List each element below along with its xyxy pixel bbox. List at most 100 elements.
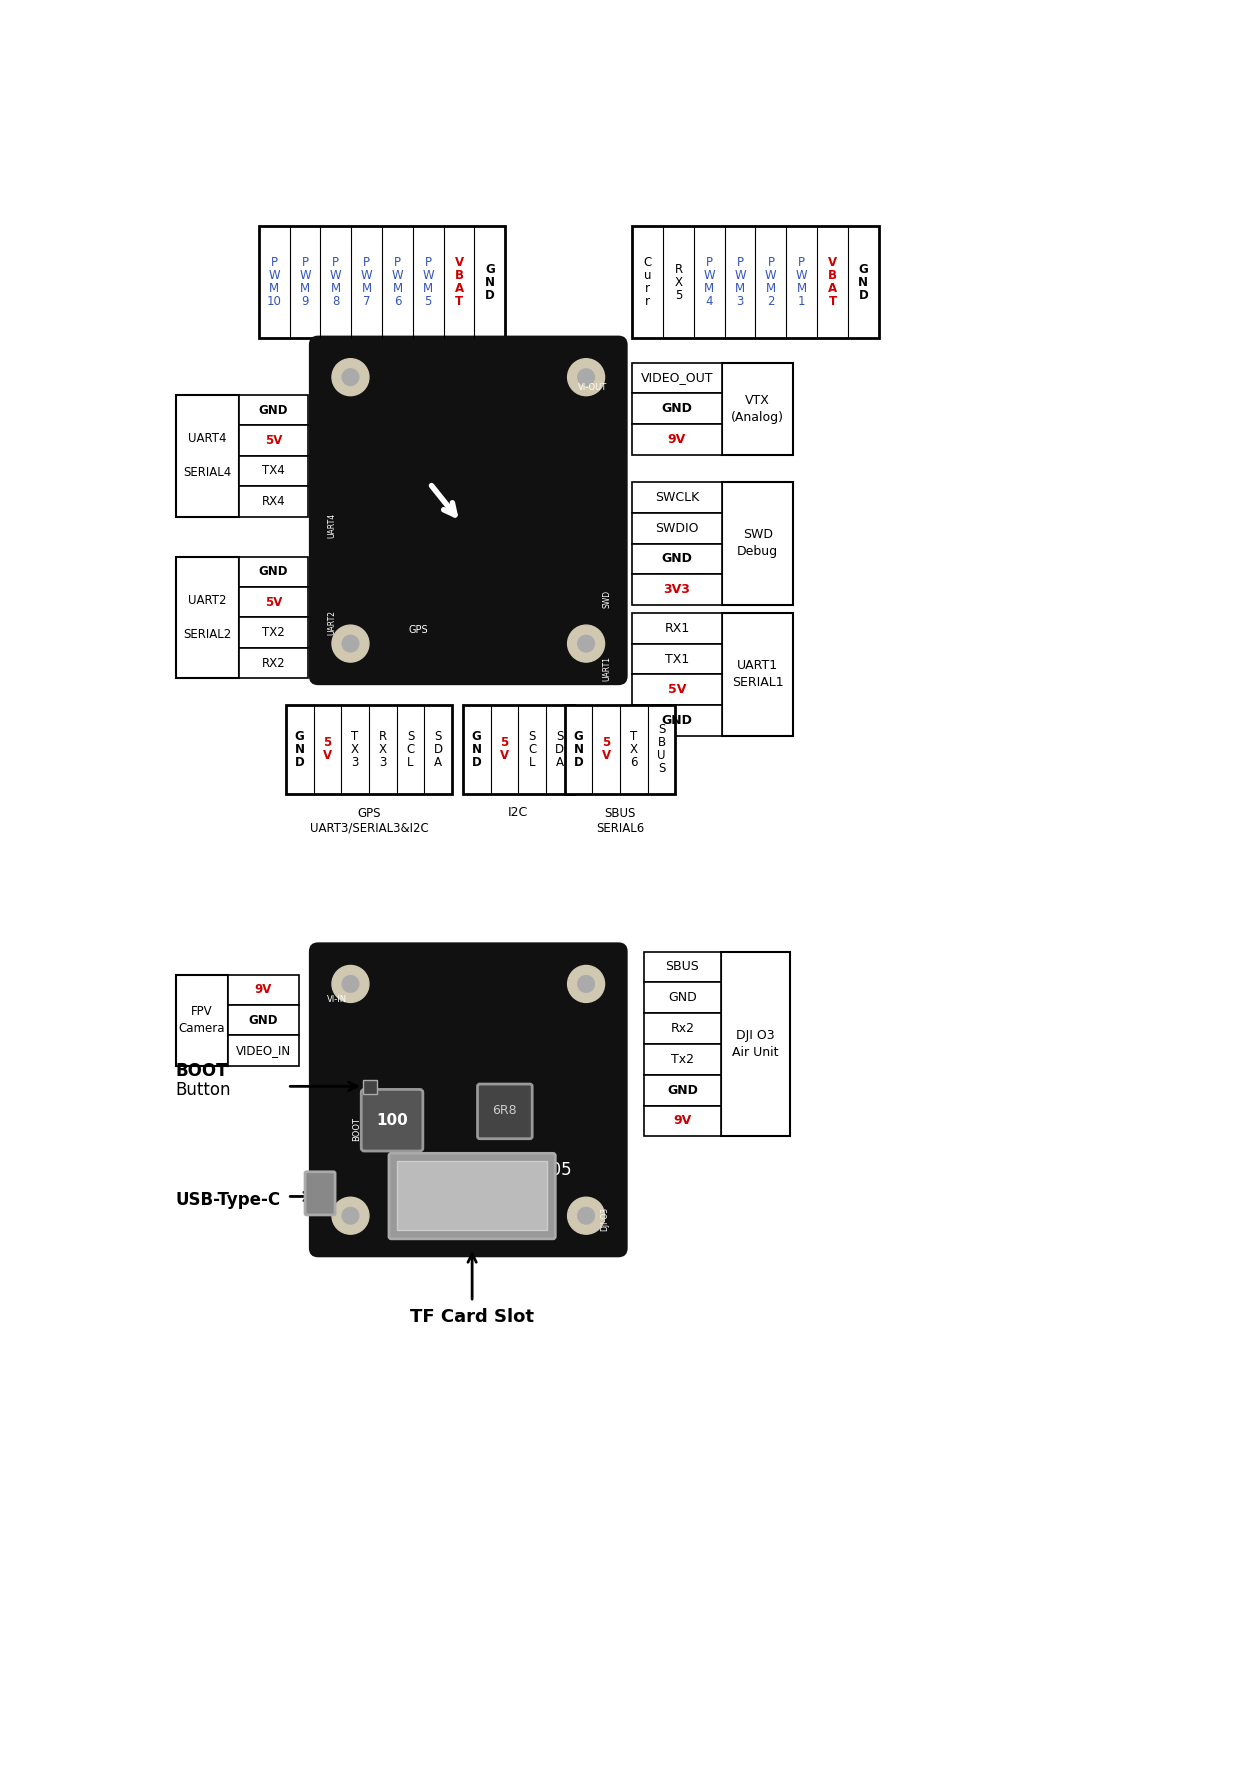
Text: 5
V: 5 V [322,736,332,763]
Text: SWD: SWD [603,589,611,609]
FancyBboxPatch shape [388,1154,555,1239]
Circle shape [568,1197,605,1234]
Text: 5V: 5V [265,596,283,609]
Text: 3V3: 3V3 [664,582,691,596]
Bar [644,1012,721,1044]
Bar [631,393,722,425]
Circle shape [578,1207,594,1225]
Text: UART2

SERIAL2: UART2 SERIAL2 [183,595,232,641]
Text: GND: GND [259,565,289,579]
Bar [228,1005,299,1035]
Bar [362,1080,377,1094]
Bar [644,982,721,1012]
Text: Button: Button [176,1081,232,1099]
Bar [239,588,308,618]
Text: TF Card Slot: TF Card Slot [410,1308,534,1326]
FancyBboxPatch shape [305,1172,335,1214]
Bar [722,612,793,736]
Bar [631,481,722,513]
Text: P
W
M
10: P W M 10 [266,257,281,308]
Text: Rx2: Rx2 [670,1021,695,1035]
Text: G
N
D: G N D [574,729,584,768]
Text: UART4: UART4 [327,513,336,538]
Text: UART4

SERIAL4: UART4 SERIAL4 [183,432,232,480]
Text: 100: 100 [376,1113,408,1127]
FancyBboxPatch shape [478,1083,532,1138]
Bar [176,975,228,1066]
Text: RX4: RX4 [261,496,285,508]
Text: R
X
5: R X 5 [675,262,682,301]
Bar [463,704,574,793]
Text: GND: GND [669,991,697,1004]
Text: P
W
M
4: P W M 4 [703,257,715,308]
Text: G
N
D: G N D [295,729,305,768]
Text: UART1
SERIAL1: UART1 SERIAL1 [732,660,783,689]
Text: 5
V: 5 V [601,736,610,763]
Bar [722,481,793,605]
Circle shape [578,975,594,993]
Text: UART1: UART1 [603,655,611,681]
Circle shape [332,359,369,396]
Text: VI-IN: VI-IN [327,995,347,1004]
Text: VTX
(Analog): VTX (Analog) [731,393,784,423]
Bar [631,513,722,543]
Text: GPS: GPS [408,625,428,635]
Bar [239,648,308,678]
Text: P
W
M
3: P W M 3 [735,257,746,308]
Text: GND: GND [661,402,692,416]
Text: GND: GND [661,713,692,727]
Bar [397,1161,547,1230]
Text: SBUS: SBUS [666,961,700,974]
Text: MicoAir405: MicoAir405 [479,1161,573,1179]
Text: T
X
6: T X 6 [630,729,637,768]
Text: P
W
M
9: P W M 9 [299,257,311,308]
Bar [631,644,722,674]
Text: VIDEO_IN: VIDEO_IN [235,1044,291,1057]
Text: TX4: TX4 [263,464,285,478]
Text: 9V: 9V [255,984,273,997]
Circle shape [342,635,359,651]
Bar [644,952,721,982]
Bar [631,674,722,704]
Bar [239,395,308,425]
Bar [239,425,308,455]
Bar [721,952,791,1136]
Text: C
u
r
r: C u r r [644,257,652,308]
Text: SWDIO: SWDIO [655,522,698,535]
Text: P
W
M
1: P W M 1 [796,257,808,308]
Text: V
B
A
T: V B A T [828,257,837,308]
Text: RX1: RX1 [665,621,690,635]
Text: P
W
M
6: P W M 6 [392,257,403,308]
Bar [228,975,299,1005]
Text: SWCLK: SWCLK [655,490,700,504]
Text: 5
V: 5 V [500,736,509,763]
Text: GND: GND [259,404,289,416]
Bar [259,227,505,338]
Circle shape [578,368,594,386]
Text: P
W
M
8: P W M 8 [330,257,341,308]
FancyBboxPatch shape [361,1089,423,1150]
Circle shape [568,625,605,662]
Bar [239,487,308,517]
Circle shape [342,1207,359,1225]
Text: 6R8: 6R8 [492,1104,517,1117]
Text: TX1: TX1 [665,653,688,666]
Circle shape [332,625,369,662]
Bar [631,704,722,736]
Text: BOOT: BOOT [352,1117,361,1140]
Bar [239,556,308,588]
Text: S
C
L: S C L [528,729,537,768]
Text: 5V: 5V [667,683,686,696]
Circle shape [332,965,369,1002]
Bar [644,1074,721,1106]
Bar [632,227,879,338]
Text: GND: GND [667,1083,697,1097]
Text: USB-Type-C: USB-Type-C [176,1191,281,1209]
Bar [631,425,722,455]
Bar [239,455,308,487]
Bar [176,556,239,678]
Circle shape [342,975,359,993]
Text: DJI O3
Air Unit: DJI O3 Air Unit [732,1028,778,1058]
Circle shape [568,359,605,396]
Bar [631,543,722,573]
